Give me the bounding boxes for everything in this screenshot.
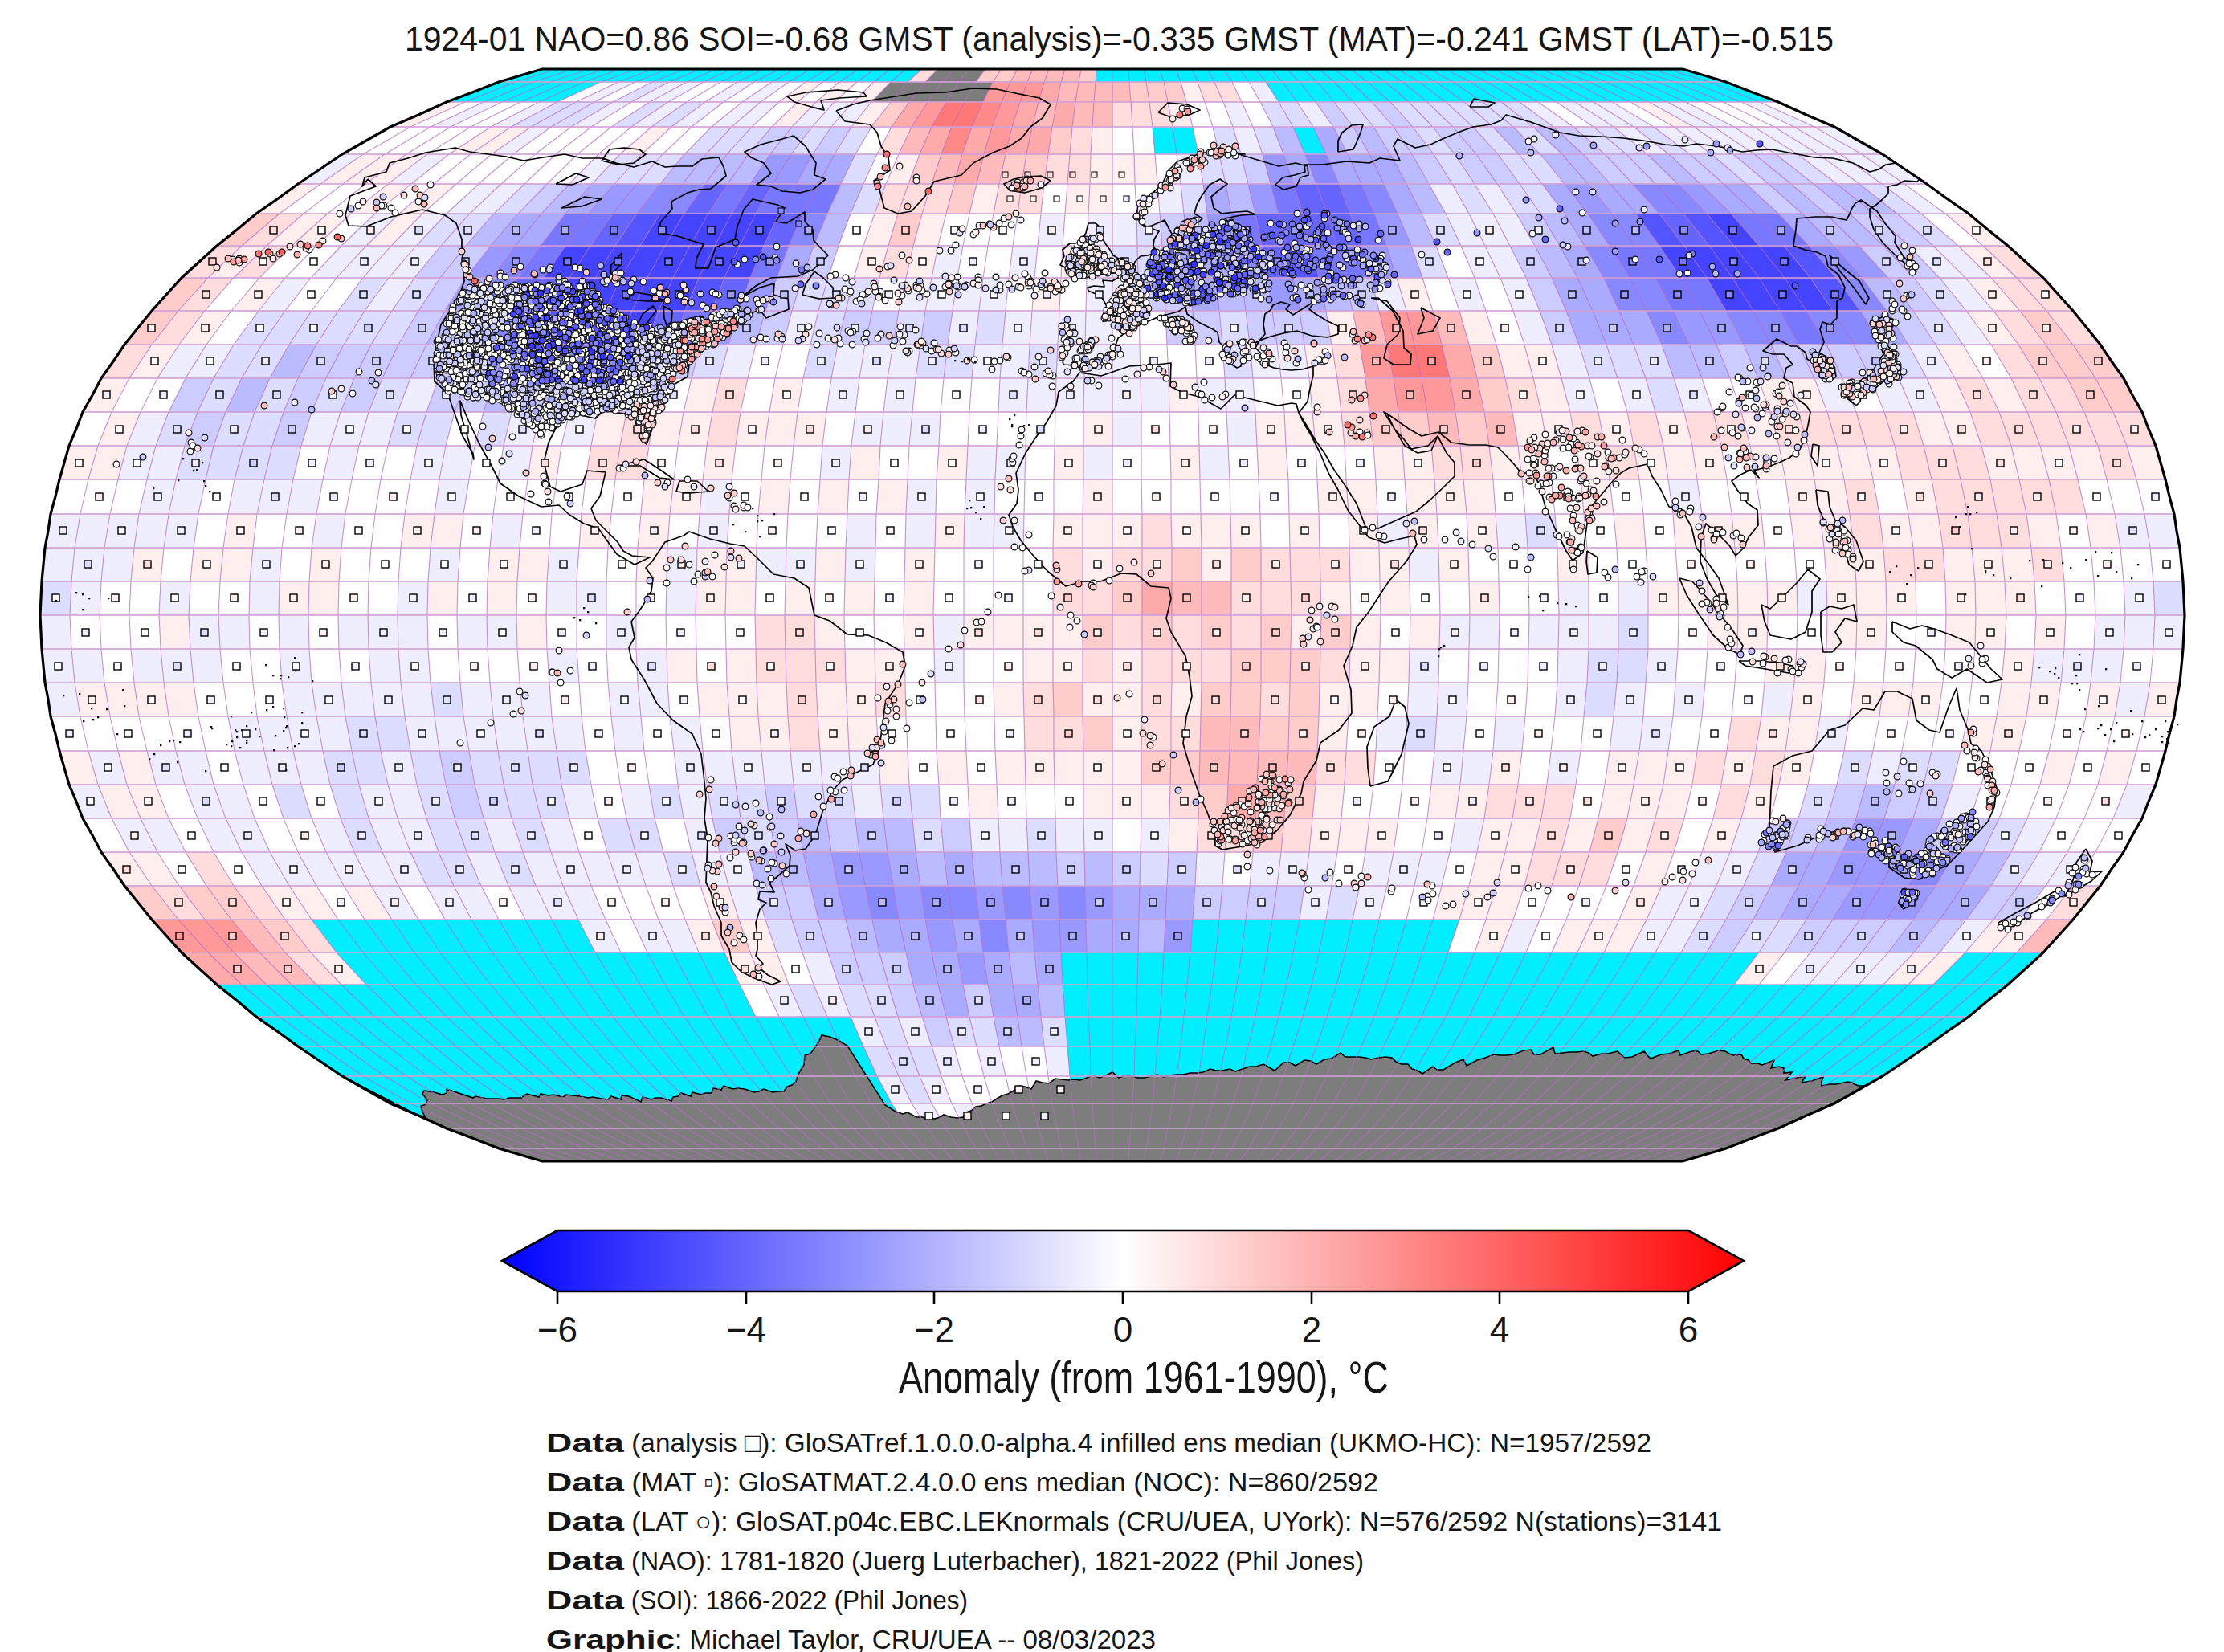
svg-text:Data: Data <box>546 1427 625 1458</box>
svg-text:Data: Data <box>546 1466 625 1497</box>
svg-text:: Michael Taylor, CRU/UEA -- 0: : Michael Taylor, CRU/UEA -- 08/03/2023 <box>675 1624 1156 1652</box>
svg-text:1924-01 NAO=0.86 SOI=-0.68 GMS: 1924-01 NAO=0.86 SOI=-0.68 GMST (analysi… <box>405 20 1834 58</box>
svg-text:Data: Data <box>546 1545 625 1576</box>
svg-text:Graphic: Graphic <box>546 1624 675 1652</box>
svg-text:Anomaly (from 1961-1990), °C: Anomaly (from 1961-1990), °C <box>899 1352 1389 1402</box>
svg-text:−4: −4 <box>726 1310 766 1349</box>
svg-text:(LAT ○): GloSAT.p04c.EBC.LEKno: (LAT ○): GloSAT.p04c.EBC.LEKnormals (CRU… <box>624 1506 1722 1536</box>
svg-text:−2: −2 <box>914 1310 954 1349</box>
svg-text:Data: Data <box>546 1506 625 1536</box>
svg-text:Data: Data <box>546 1585 625 1615</box>
svg-text:(analysis □): GloSATref.1.0.0.: (analysis □): GloSATref.1.0.0.0-alpha.4 … <box>624 1427 1651 1458</box>
svg-text:0: 0 <box>1113 1310 1132 1349</box>
svg-text:2: 2 <box>1302 1310 1321 1349</box>
svg-text:6: 6 <box>1679 1310 1698 1349</box>
svg-text:(SOI): 1866-2022 (Phil Jones): (SOI): 1866-2022 (Phil Jones) <box>624 1585 968 1615</box>
svg-text:(NAO): 1781-1820 (Juerg Luterb: (NAO): 1781-1820 (Juerg Luterbacher), 18… <box>624 1545 1364 1576</box>
svg-text:4: 4 <box>1490 1310 1509 1349</box>
svg-text:(MAT ▫): GloSATMAT.2.4.0.0 ens: (MAT ▫): GloSATMAT.2.4.0.0 ens median (N… <box>624 1466 1378 1497</box>
svg-text:−6: −6 <box>537 1310 577 1349</box>
